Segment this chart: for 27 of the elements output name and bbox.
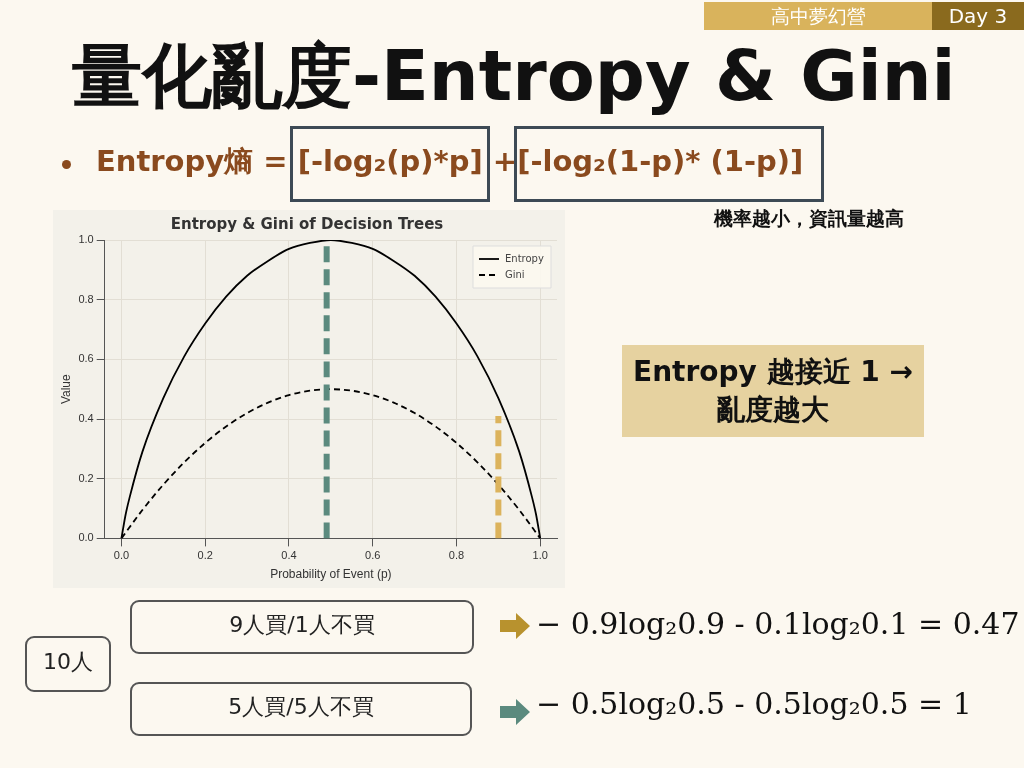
- y-axis-title: Value: [58, 373, 73, 405]
- x-tick-label: 0.6: [365, 549, 381, 562]
- y-tick-label: 0.4: [78, 412, 94, 425]
- y-tick-label: 0.0: [78, 531, 94, 544]
- text: Entropy 越接近 1 → 亂度越大: [622, 345, 924, 437]
- text: − 0.9log₂0.9 - 0.1log₂0.1 = 0.47: [536, 606, 1020, 641]
- x-tick-label: 0.2: [197, 549, 213, 562]
- legend-label: Entropy: [505, 252, 544, 264]
- y-tick-label: 0.8: [78, 292, 94, 305]
- text: 5人買/5人不買: [130, 682, 472, 736]
- x-tick-label: 0.4: [281, 549, 297, 562]
- y-tick-label: 1.0: [78, 233, 94, 246]
- x-tick-label: 0.0: [113, 549, 130, 562]
- text: 量化亂度-Entropy & Gini: [72, 34, 956, 119]
- text: Day 3: [932, 2, 1024, 30]
- text: 9人買/1人不買: [130, 600, 474, 654]
- x-tick-label: 0.8: [448, 549, 465, 562]
- text: 機率越小，資訊量越高: [714, 206, 904, 231]
- text: 高中夢幻營: [704, 2, 932, 30]
- legend-label: Gini: [505, 268, 525, 280]
- y-tick-label: 0.6: [78, 352, 94, 365]
- x-tick-label: 1.0: [532, 549, 548, 562]
- chart-title: Entropy & Gini of Decision Trees: [170, 214, 444, 233]
- text: 10人: [25, 636, 111, 692]
- x-axis-title: Probability of Event (p): [270, 567, 392, 582]
- text: − 0.5log₂0.5 - 0.5log₂0.5 = 1: [536, 686, 972, 721]
- y-tick-label: 0.2: [78, 471, 94, 484]
